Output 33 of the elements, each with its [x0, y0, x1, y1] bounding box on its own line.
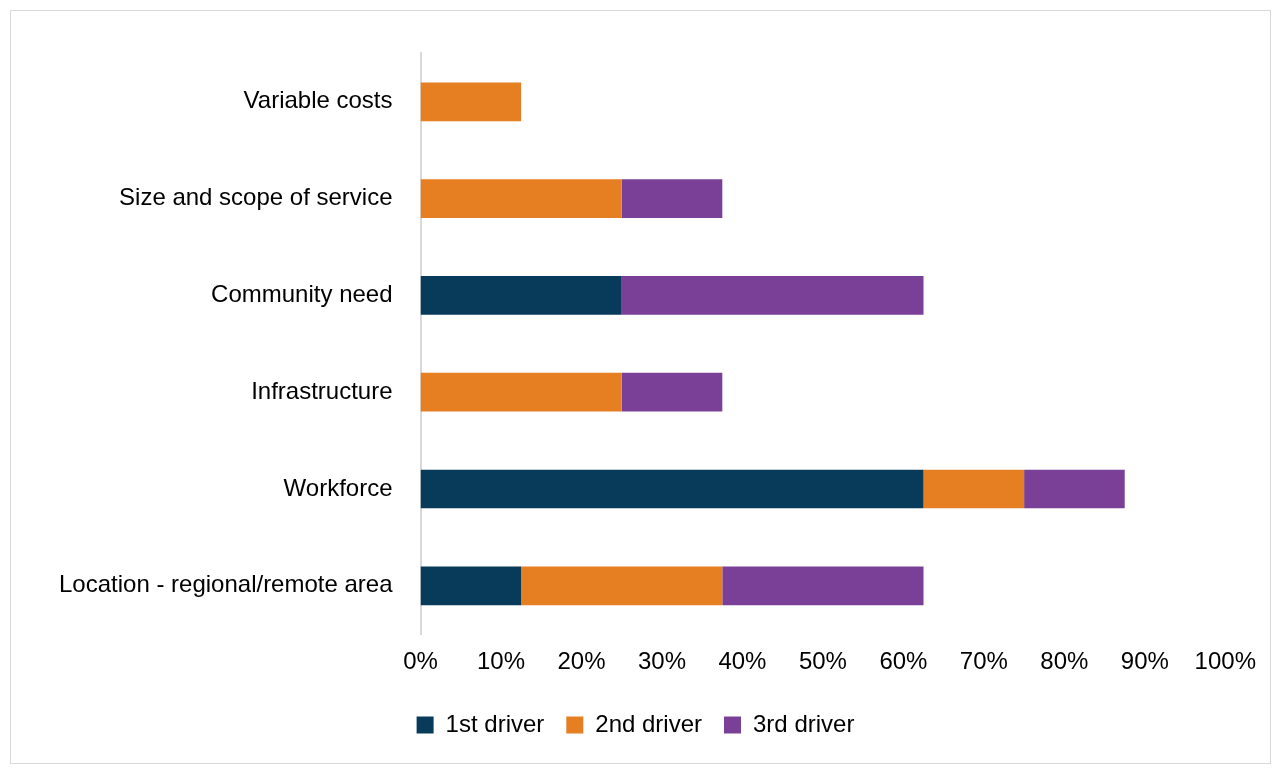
bar	[420, 566, 522, 606]
x-tick-label: 80%	[1040, 647, 1089, 675]
legend-label: 1st driver	[445, 709, 545, 737]
bar	[1024, 469, 1125, 509]
y-tick-label: Community need	[211, 280, 393, 308]
x-tick-label: 60%	[879, 647, 928, 675]
bar	[521, 566, 723, 606]
x-tick-label: 0%	[403, 647, 438, 675]
y-tick-label: Infrastructure	[251, 376, 393, 404]
y-tick-label: Workforce	[283, 473, 393, 501]
y-tick-label: Variable costs	[243, 86, 393, 114]
x-tick-label: 10%	[476, 647, 526, 675]
bar	[923, 469, 1025, 509]
y-tick-label: Location - regional/remote area	[59, 570, 394, 598]
x-tick-label: 30%	[637, 647, 686, 675]
bar	[420, 372, 622, 412]
bar	[420, 276, 622, 315]
x-tick-label: 100%	[1194, 647, 1256, 675]
x-tick-label: 90%	[1120, 647, 1169, 675]
legend-label: 2nd driver	[595, 709, 703, 737]
bar	[420, 82, 522, 122]
x-tick-label: 20%	[557, 647, 606, 675]
x-tick-label: 50%	[798, 647, 847, 675]
x-tick-label: 40%	[718, 647, 767, 675]
bar	[621, 179, 723, 218]
bar	[722, 566, 924, 606]
bar	[621, 276, 924, 315]
legend-label: 3rd driver	[753, 709, 855, 737]
bar	[420, 179, 622, 218]
bar	[420, 469, 924, 509]
y-tick-label: Size and scope of service	[119, 183, 393, 211]
x-tick-label: 70%	[959, 647, 1008, 675]
bar	[621, 372, 723, 412]
